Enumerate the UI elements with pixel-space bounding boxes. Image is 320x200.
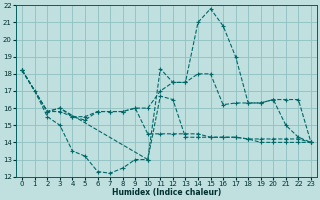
X-axis label: Humidex (Indice chaleur): Humidex (Indice chaleur) <box>112 188 221 197</box>
